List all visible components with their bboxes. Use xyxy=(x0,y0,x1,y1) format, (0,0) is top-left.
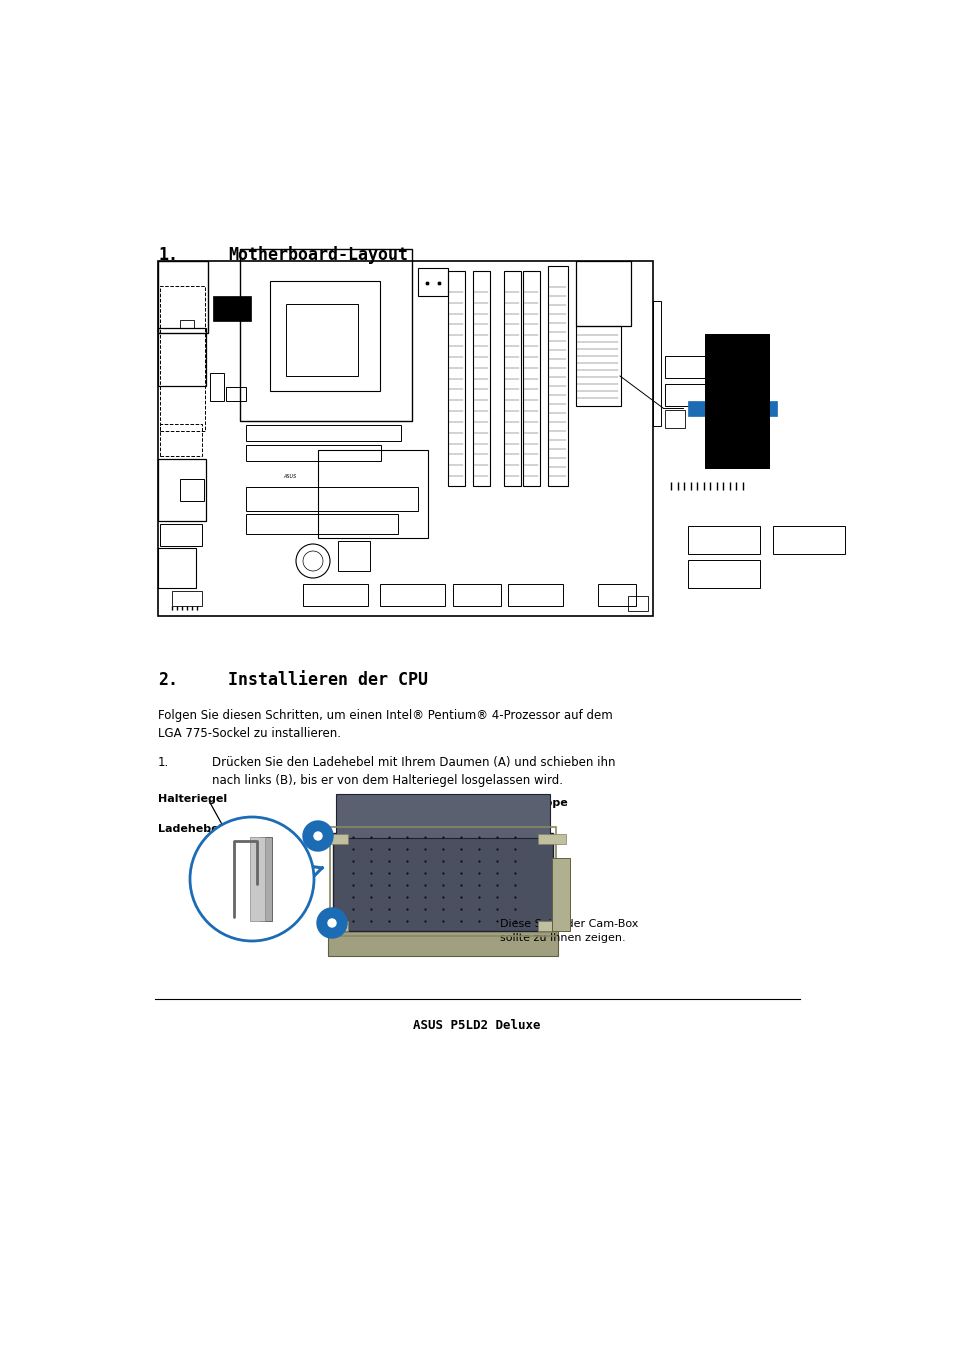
Bar xyxy=(330,827,556,936)
Bar xyxy=(742,401,776,416)
Bar xyxy=(158,261,652,616)
Bar xyxy=(270,281,379,390)
Bar xyxy=(317,450,428,538)
Bar xyxy=(627,596,647,611)
Bar xyxy=(158,261,208,332)
Text: Halteriegel: Halteriegel xyxy=(158,794,227,804)
Circle shape xyxy=(303,821,333,851)
Bar xyxy=(250,838,265,921)
Circle shape xyxy=(314,832,322,840)
Bar xyxy=(319,921,348,931)
Text: Installieren der CPU: Installieren der CPU xyxy=(228,671,428,689)
Bar xyxy=(687,561,760,588)
Bar xyxy=(576,326,620,407)
Bar xyxy=(379,584,444,607)
Bar xyxy=(772,526,844,554)
Bar xyxy=(337,540,370,571)
Circle shape xyxy=(316,908,347,938)
Text: Folgen Sie diesen Schritten, um einen Intel® Pentium® 4-Prozessor auf dem
LGA 77: Folgen Sie diesen Schritten, um einen In… xyxy=(158,709,612,740)
Bar xyxy=(547,266,567,486)
Bar xyxy=(246,513,397,534)
Circle shape xyxy=(723,403,735,413)
Bar xyxy=(522,272,539,486)
Bar xyxy=(537,921,565,931)
Bar xyxy=(652,301,660,426)
Text: ASUS P5LD2 Deluxe: ASUS P5LD2 Deluxe xyxy=(413,1019,540,1032)
Bar xyxy=(172,590,202,607)
Bar xyxy=(598,584,636,607)
Circle shape xyxy=(328,919,335,927)
Text: 2.: 2. xyxy=(158,671,178,689)
Bar xyxy=(537,834,565,844)
Bar xyxy=(160,286,205,431)
Bar xyxy=(448,272,464,486)
Bar xyxy=(246,444,380,461)
Bar xyxy=(240,249,412,422)
Text: 1.: 1. xyxy=(158,757,169,769)
Bar xyxy=(260,838,272,921)
Bar xyxy=(576,261,630,326)
Bar xyxy=(303,584,368,607)
Bar xyxy=(226,386,246,401)
Bar xyxy=(158,328,206,386)
Bar xyxy=(180,320,193,328)
Text: 1.: 1. xyxy=(158,246,178,263)
Bar xyxy=(246,426,400,440)
Bar xyxy=(503,272,520,486)
Bar xyxy=(664,409,684,428)
Bar xyxy=(328,931,558,957)
Bar xyxy=(286,304,357,376)
Bar xyxy=(319,834,348,844)
Text: Diese Seite der Cam-Box
sollte zu Ihnen zeigen.: Diese Seite der Cam-Box sollte zu Ihnen … xyxy=(499,919,638,943)
Bar xyxy=(552,858,569,931)
Bar xyxy=(453,584,500,607)
Bar xyxy=(180,480,204,501)
Text: ASUS: ASUS xyxy=(283,473,296,478)
Text: Ladehebel: Ladehebel xyxy=(158,824,222,834)
Bar xyxy=(246,486,417,511)
Bar xyxy=(507,584,562,607)
Text: PnP-Kappe: PnP-Kappe xyxy=(499,798,567,808)
Bar xyxy=(664,384,720,407)
Circle shape xyxy=(190,817,314,942)
Bar xyxy=(213,296,251,322)
Bar xyxy=(160,424,202,457)
Text: Drücken Sie den Ladehebel mit Ihrem Daumen (A) und schieben ihn
nach links (B), : Drücken Sie den Ladehebel mit Ihrem Daum… xyxy=(212,757,615,788)
Bar xyxy=(704,334,769,469)
Bar xyxy=(210,373,224,401)
Bar xyxy=(158,459,206,521)
Bar xyxy=(160,524,202,546)
Bar xyxy=(158,549,195,588)
Bar xyxy=(333,832,553,931)
Bar xyxy=(335,793,550,838)
Bar xyxy=(687,401,721,416)
Bar xyxy=(687,526,760,554)
Bar xyxy=(473,272,490,486)
Bar xyxy=(664,357,720,378)
Circle shape xyxy=(730,403,740,413)
Bar xyxy=(417,267,448,296)
Text: Motherboard-Layout: Motherboard-Layout xyxy=(228,246,408,263)
